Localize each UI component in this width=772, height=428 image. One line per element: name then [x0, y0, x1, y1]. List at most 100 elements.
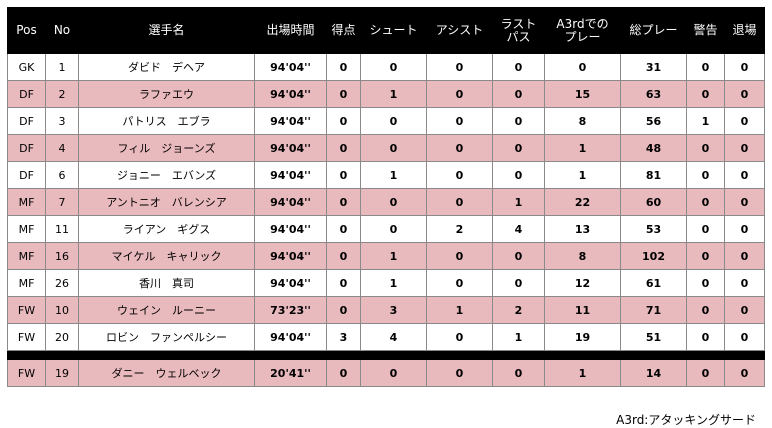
- cell-warnings: 0: [686, 359, 725, 387]
- cell-warnings: 0: [686, 53, 725, 81]
- cell-total: 56: [620, 107, 687, 135]
- cell-no: 3: [45, 107, 79, 135]
- cell-time: 73'23'': [254, 296, 327, 324]
- cell-sendoffs: 0: [724, 134, 765, 162]
- cell-last-pass: 0: [492, 359, 545, 387]
- table-row: MF 7 アントニオ バレンシア 94'04'' 0 0 0 1 22 60 0 0: [7, 188, 765, 216]
- cell-time: 94'04'': [254, 215, 327, 243]
- cell-shots: 1: [360, 269, 427, 297]
- cell-shots: 1: [360, 242, 427, 270]
- cell-pos: MF: [7, 269, 46, 297]
- cell-time: 94'04'': [254, 323, 327, 351]
- cell-pos: DF: [7, 134, 46, 162]
- header-name: 選手名: [78, 7, 255, 54]
- cell-total: 60: [620, 188, 687, 216]
- header-assists: アシスト: [426, 7, 493, 54]
- table-row: MF 16 マイケル キャリック 94'04'' 0 1 0 0 8 102 0 0: [7, 242, 765, 270]
- cell-no: 6: [45, 161, 79, 189]
- cell-time: 94'04'': [254, 188, 327, 216]
- cell-sendoffs: 0: [724, 107, 765, 135]
- cell-sendoffs: 0: [724, 215, 765, 243]
- cell-pos: GK: [7, 53, 46, 81]
- cell-no: 11: [45, 215, 79, 243]
- cell-shots: 0: [360, 188, 427, 216]
- cell-goals: 0: [326, 296, 361, 324]
- cell-no: 10: [45, 296, 79, 324]
- cell-name: ダビド デヘア: [78, 53, 255, 81]
- header-sendoffs: 退場: [724, 7, 765, 54]
- separator-bar: [7, 350, 765, 360]
- cell-time: 94'04'': [254, 134, 327, 162]
- cell-a3rd: 13: [544, 215, 621, 243]
- cell-pos: FW: [7, 359, 46, 387]
- cell-name: ラファエウ: [78, 80, 255, 108]
- cell-time: 94'04'': [254, 107, 327, 135]
- cell-total: 48: [620, 134, 687, 162]
- cell-time: 94'04'': [254, 53, 327, 81]
- cell-assists: 0: [426, 323, 493, 351]
- cell-name: パトリス エブラ: [78, 107, 255, 135]
- cell-total: 81: [620, 161, 687, 189]
- cell-a3rd: 8: [544, 107, 621, 135]
- cell-sendoffs: 0: [724, 296, 765, 324]
- cell-last-pass: 4: [492, 215, 545, 243]
- cell-goals: 0: [326, 53, 361, 81]
- cell-pos: DF: [7, 161, 46, 189]
- cell-name: フィル ジョーンズ: [78, 134, 255, 162]
- cell-total: 61: [620, 269, 687, 297]
- cell-a3rd: 1: [544, 359, 621, 387]
- cell-warnings: 0: [686, 80, 725, 108]
- cell-a3rd: 1: [544, 161, 621, 189]
- cell-pos: FW: [7, 323, 46, 351]
- cell-goals: 0: [326, 161, 361, 189]
- cell-total: 102: [620, 242, 687, 270]
- cell-goals: 0: [326, 80, 361, 108]
- cell-a3rd: 12: [544, 269, 621, 297]
- cell-warnings: 0: [686, 296, 725, 324]
- table-row: FW 20 ロビン ファンペルシー 94'04'' 3 4 0 1 19 51 0 0: [7, 323, 765, 351]
- cell-shots: 1: [360, 161, 427, 189]
- table-row: DF 3 パトリス エブラ 94'04'' 0 0 0 0 8 56 1 0: [7, 107, 765, 135]
- cell-assists: 0: [426, 53, 493, 81]
- cell-time: 94'04'': [254, 269, 327, 297]
- cell-last-pass: 0: [492, 161, 545, 189]
- header-last-pass-line1: ラスト: [500, 16, 537, 31]
- header-total: 総プレー: [620, 7, 687, 54]
- cell-last-pass: 0: [492, 80, 545, 108]
- cell-no: 7: [45, 188, 79, 216]
- cell-a3rd: 8: [544, 242, 621, 270]
- cell-last-pass: 0: [492, 53, 545, 81]
- cell-assists: 0: [426, 242, 493, 270]
- cell-sendoffs: 0: [724, 323, 765, 351]
- cell-assists: 0: [426, 134, 493, 162]
- cell-sendoffs: 0: [724, 269, 765, 297]
- cell-goals: 0: [326, 188, 361, 216]
- cell-a3rd: 0: [544, 53, 621, 81]
- table-row: FW 19 ダニー ウェルベック 20'41'' 0 0 0 0 1 14 0 0: [7, 359, 765, 387]
- cell-a3rd: 1: [544, 134, 621, 162]
- cell-no: 26: [45, 269, 79, 297]
- cell-warnings: 0: [686, 161, 725, 189]
- cell-goals: 0: [326, 359, 361, 387]
- cell-time: 20'41'': [254, 359, 327, 387]
- cell-last-pass: 0: [492, 107, 545, 135]
- cell-assists: 0: [426, 269, 493, 297]
- cell-a3rd: 15: [544, 80, 621, 108]
- header-a3rd: A3rdでの プレー: [544, 7, 621, 54]
- cell-name: ライアン ギグス: [78, 215, 255, 243]
- footnote: A3rd:アタッキングサード: [616, 413, 756, 427]
- header-time: 出場時間: [254, 7, 327, 54]
- cell-sendoffs: 0: [724, 53, 765, 81]
- cell-shots: 0: [360, 107, 427, 135]
- cell-no: 2: [45, 80, 79, 108]
- cell-sendoffs: 0: [724, 80, 765, 108]
- cell-shots: 0: [360, 215, 427, 243]
- table-row: DF 4 フィル ジョーンズ 94'04'' 0 0 0 0 1 48 0 0: [7, 134, 765, 162]
- cell-last-pass: 0: [492, 269, 545, 297]
- cell-total: 31: [620, 53, 687, 81]
- cell-total: 53: [620, 215, 687, 243]
- header-shots: シュート: [360, 7, 427, 54]
- cell-goals: 0: [326, 215, 361, 243]
- cell-assists: 1: [426, 296, 493, 324]
- table-row: FW 10 ウェイン ルーニー 73'23'' 0 3 1 2 11 71 0 0: [7, 296, 765, 324]
